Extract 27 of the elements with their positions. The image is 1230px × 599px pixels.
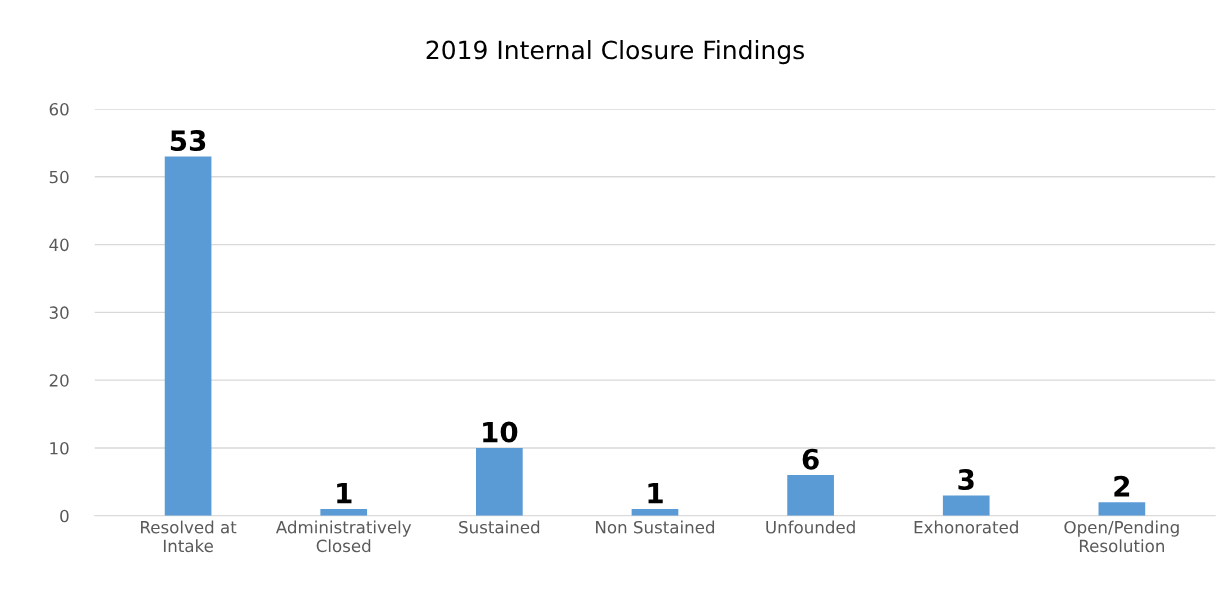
y-tick-label: 50: [49, 170, 69, 184]
x-tick-label: Non Sustained: [596, 520, 715, 534]
x-tick-label: Open/Pending Resolution: [1064, 520, 1179, 553]
data-label: 1: [337, 482, 352, 504]
x-tick-label: Administratively Closed: [275, 520, 412, 553]
bar: [787, 475, 834, 516]
x-tick-label: Sustained: [459, 520, 540, 534]
data-label: 1: [648, 482, 663, 504]
chart-title: 2019 Internal Closure Findings: [426, 40, 804, 65]
data-label: 2: [1114, 475, 1130, 497]
bar: [1098, 502, 1146, 516]
data-label: 3: [958, 469, 974, 491]
data-label: 10: [483, 421, 518, 443]
bar: [942, 495, 990, 516]
y-tick-label: 40: [49, 238, 69, 252]
x-tick-label: Exhonorated: [914, 520, 1018, 534]
data-label: 53: [170, 130, 206, 152]
y-tick-label: 20: [49, 374, 69, 387]
x-tick-label: Resolved at Intake: [141, 520, 237, 553]
y-tick-label: 30: [49, 306, 69, 319]
bar: [164, 156, 212, 516]
y-tick-label: 0: [60, 509, 69, 523]
y-tick-label: 60: [49, 102, 69, 116]
bar: [476, 447, 523, 516]
y-tick-label: 10: [50, 441, 69, 455]
data-label: 6: [802, 448, 819, 470]
x-tick-label: Unfounded: [766, 520, 855, 534]
